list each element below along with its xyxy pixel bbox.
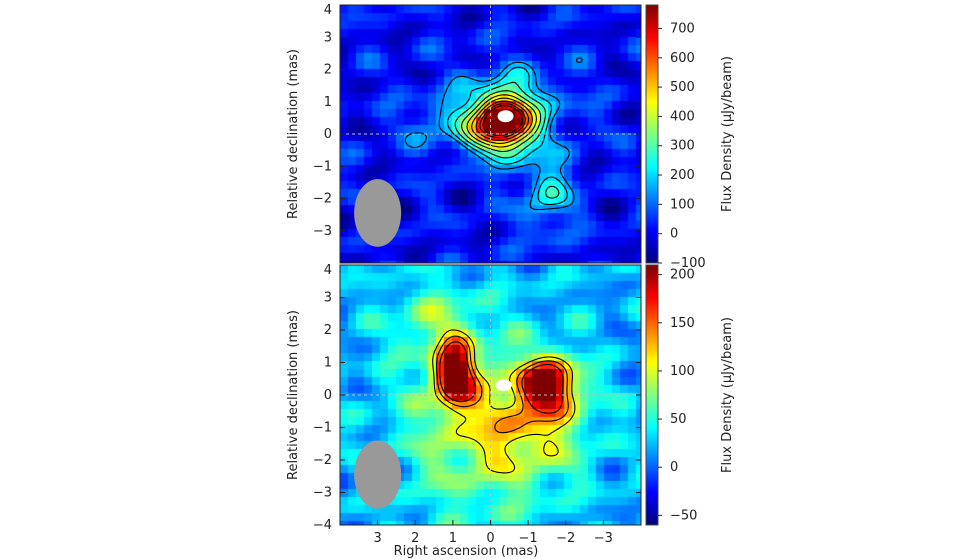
colorbar-tick-label: 50 [670,412,687,427]
position-marker [497,110,514,123]
y-tick-label: 3 [324,291,332,306]
colorbar-tick-label: 0 [670,460,678,475]
y-tick-label: −4 [313,518,332,533]
yticks-top: 4 3 2 1 0 −1 −2 −3 [313,3,641,239]
panel-bottom: 4 3 2 1 0 −1 −2 −3 −4 3 2 1 0 −1 −2 −3 Relative declin… [286,263,735,559]
y-tick-label: 2 [324,63,332,78]
colorbar-tick-label: −50 [670,508,697,523]
colorbar-tick-label: 0 [670,227,678,242]
colorbar-label-top: Flux Density (μJy/beam) [720,56,735,212]
colorbar-tick-label: 700 [670,21,695,36]
position-marker [495,379,512,392]
colorbar-tick-label: 300 [670,139,695,154]
contour-level-9 [482,105,523,137]
colorbar-tick-label: 400 [670,109,695,124]
contour-level-3 [454,81,560,199]
y-tick-label: 1 [324,356,332,371]
x-tick-label: −3 [594,531,613,546]
beam-ellipse [354,179,402,247]
y-tick-label: 0 [324,127,332,142]
colorbar-frame-top [645,4,659,264]
y-tick-label: −1 [313,159,332,174]
y-tick-label: 2 [324,323,332,338]
overlay-top [340,5,641,263]
colorbar-tick-label: 100 [670,197,695,212]
contour-level-2 [447,66,568,206]
x-tick-label: 2 [411,531,419,546]
x-tick-label: 3 [373,531,381,546]
contour-level-1 [432,329,576,474]
colorbar-tick-label: 200 [670,168,695,183]
y-tick-label: 1 [324,95,332,110]
y-tick-label: 4 [324,3,332,18]
colorbar-ticks-bottom: 200 150 100 50 0 −50 [658,268,697,523]
contour-level-8 [479,102,526,139]
contour-level-7 [475,100,530,141]
colorbar-top [646,5,658,263]
colorbar-tick-label: 150 [670,316,695,331]
xlabel-bottom: Right ascension (mas) [394,544,539,559]
x-tick-label: 0 [486,531,494,546]
y-tick-label: −3 [313,224,332,239]
x-tick-label: 1 [449,531,457,546]
ylabel-bottom: Relative declination (mas) [286,310,301,480]
overlay-bottom [340,265,641,525]
colorbar-tick-label: 500 [670,80,695,95]
y-tick-label: 4 [324,263,332,278]
xticks-bottom: 3 2 1 0 −1 −2 −3 [373,520,613,546]
ylabel-top: Relative declination (mas) [286,49,301,219]
colorbar-label-bottom: Flux Density (μJy/beam) [720,317,735,473]
contour-level-5 [466,94,537,148]
y-tick-label: 0 [324,388,332,403]
colorbar-tick-label: 200 [670,268,695,283]
yticks-bottom: 4 3 2 1 0 −1 −2 −3 −4 [313,263,641,533]
x-tick-label: −1 [519,531,538,546]
contour-level-1 [404,57,583,211]
y-tick-label: −2 [313,453,332,468]
contour-level-2 [435,335,569,434]
colorbar-tick-label: 600 [670,51,695,66]
x-tick-label: −2 [556,531,575,546]
colorbar-ticks-top: 700 600 500 400 300 200 100 0 −100 [658,21,706,271]
colorbar-tick-label: −100 [670,256,706,271]
beam-ellipse [354,440,402,509]
contour-level-6 [471,97,533,144]
y-tick-label: −1 [313,421,332,436]
y-tick-label: 3 [324,30,332,45]
y-tick-label: −3 [313,486,332,501]
contour-level-3 [439,341,564,414]
contour-level-4 [461,90,542,153]
colorbar-bottom [646,265,658,525]
colorbar-tick-label: 100 [670,364,695,379]
panel-top: 4 3 2 1 0 −1 −2 −3 Relative declination (mas) 7… [286,3,735,271]
y-tick-label: −2 [313,192,332,207]
colorbar-frame-bottom [645,264,659,526]
